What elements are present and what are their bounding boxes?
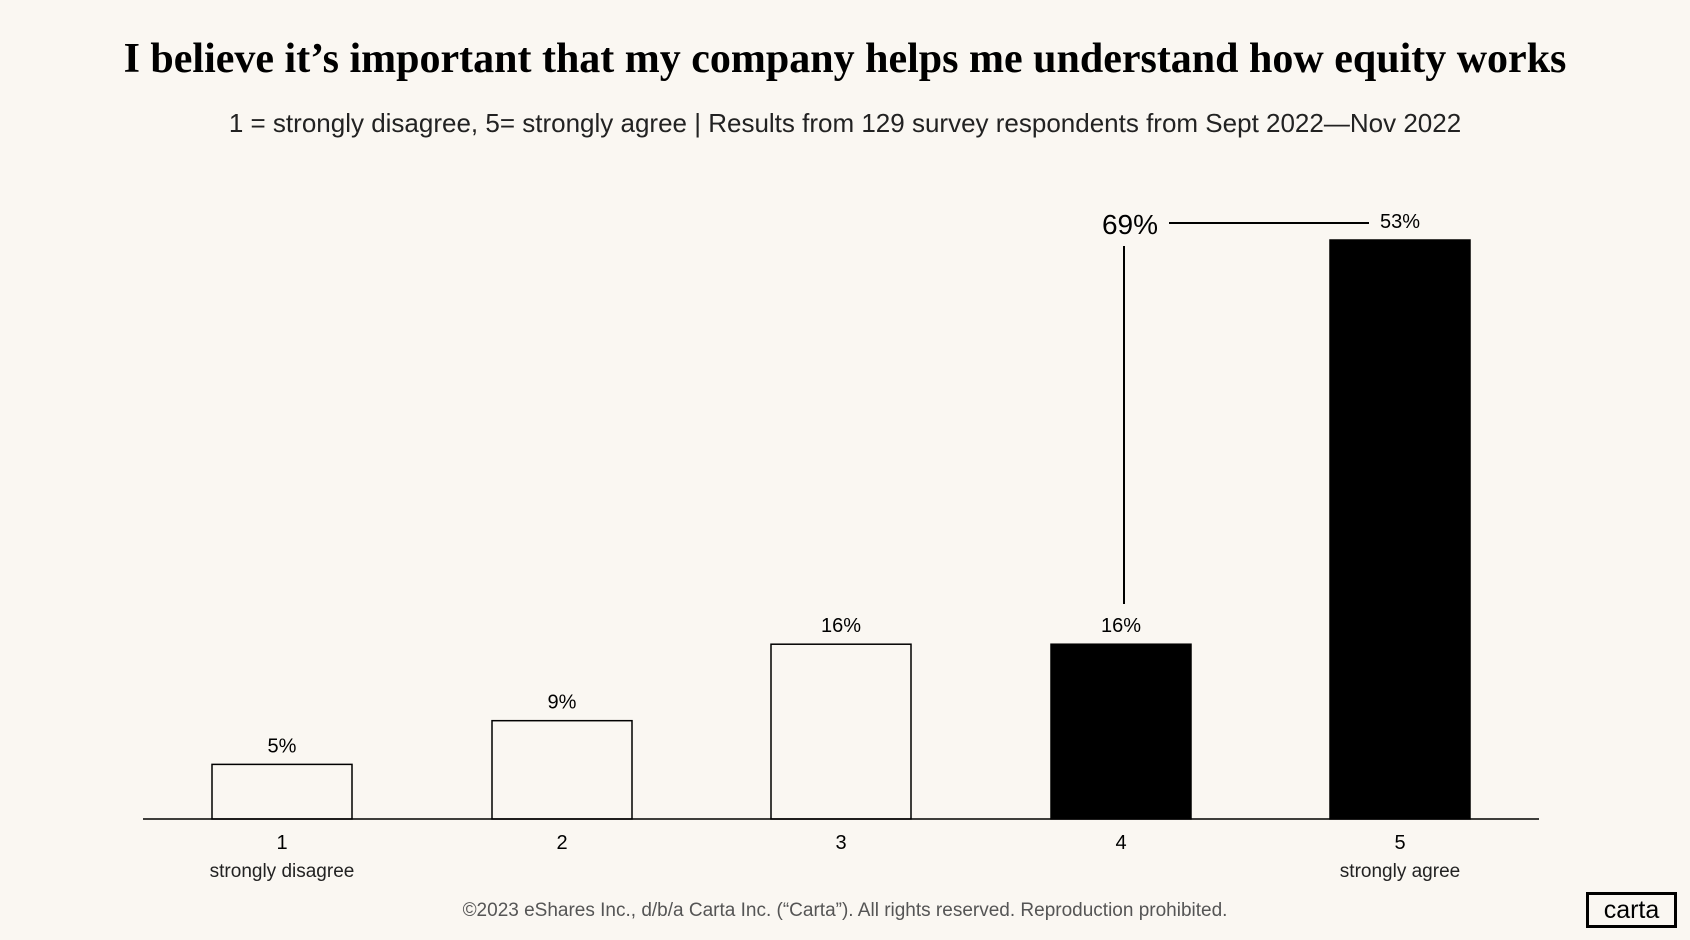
bar-3 (770, 643, 912, 820)
data-label-3: 16% (821, 615, 861, 637)
chart-subtitle: 1 = strongly disagree, 5= strongly agree… (228, 108, 1462, 138)
bracket-total-label: 69% (1102, 209, 1158, 240)
bar-4 (1050, 643, 1192, 820)
data-label-1: 5% (268, 735, 297, 757)
data-label-5: 53% (1380, 211, 1420, 233)
x-tick-label-1: 1 (276, 832, 287, 854)
bar-5 (1329, 239, 1471, 820)
chart-title: I believe it’s important that my company… (123, 36, 1567, 82)
x-sublabel-5: strongly agree (1340, 861, 1460, 882)
bar-2 (491, 719, 633, 820)
carta-logo: carta (1586, 892, 1677, 928)
data-label-4: 16% (1101, 615, 1141, 637)
x-tick-label-3: 3 (835, 832, 846, 854)
x-tick-label-4: 4 (1115, 832, 1126, 854)
x-tick-label-2: 2 (556, 832, 567, 854)
copyright-footer: ©2023 eShares Inc., d/b/a Carta Inc. (“C… (462, 900, 1228, 921)
data-label-2: 9% (548, 692, 577, 714)
bar-1 (211, 763, 353, 820)
x-sublabel-1: strongly disagree (210, 861, 355, 882)
x-tick-label-5: 5 (1394, 832, 1405, 854)
